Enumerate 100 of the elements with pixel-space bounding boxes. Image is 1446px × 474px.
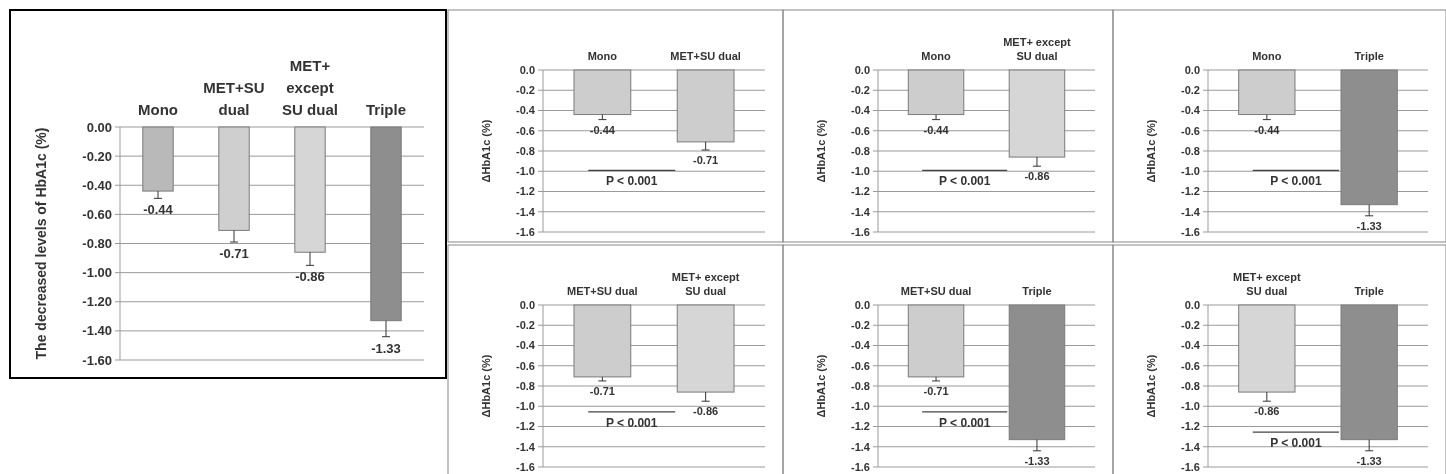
y-axis-title: ΔHbA1c (%) (1145, 354, 1157, 418)
data-label: -1.33 (1356, 219, 1382, 232)
y-tick-label: -1.2 (851, 185, 870, 198)
y-tick-label: -0.6 (1181, 359, 1200, 372)
y-tick-label: -1.4 (516, 440, 536, 453)
x-tick-label: Triple (365, 101, 407, 118)
y-tick-label: -1.0 (1181, 165, 1200, 178)
y-tick-label: 0.0 (519, 63, 535, 76)
y-axis-title: ΔHbA1c (%) (480, 119, 492, 183)
y-tick-label: -0.40 (82, 177, 112, 193)
y-tick-label: -1.0 (851, 400, 870, 413)
y-tick-label: -1.60 (82, 352, 112, 368)
y-tick-label: 0.00 (86, 119, 112, 135)
x-tick-label: MET+SU dual (567, 285, 638, 297)
y-tick-label: -0.8 (1181, 379, 1200, 392)
x-tick-label: Triple (1354, 50, 1384, 62)
y-tick-label: -0.2 (516, 84, 535, 97)
y-tick-label: 0.0 (1184, 63, 1200, 76)
y-tick-label: -0.8 (516, 144, 535, 157)
data-label: -0.71 (589, 384, 615, 397)
data-label: -0.71 (923, 384, 949, 397)
y-tick-label: -0.4 (851, 104, 871, 117)
annotation: P < 0.001 (938, 415, 991, 430)
data-label: -0.44 (143, 202, 174, 218)
data-label: -0.86 (693, 405, 719, 418)
x-tick-label: MET+ except SU dual (1233, 271, 1301, 297)
x-tick-label: MET+SU dual (900, 285, 972, 297)
y-tick-label: -0.2 (516, 319, 535, 332)
data-label: -0.44 (589, 123, 616, 136)
x-tick-label: Mono (587, 50, 618, 62)
y-tick-label: -1.6 (1181, 225, 1200, 238)
y-tick-label: -0.6 (1181, 124, 1200, 137)
y-tick-label: -0.60 (82, 206, 112, 222)
annotation: P < 0.001 (605, 415, 658, 430)
y-tick-label: -0.4 (516, 104, 536, 117)
y-tick-label: -1.4 (851, 205, 871, 218)
y-tick-label: -1.6 (516, 225, 535, 238)
y-tick-label: -0.4 (516, 339, 536, 352)
x-tick-label: MET+SU dual (203, 79, 265, 118)
data-label: -0.44 (1254, 123, 1281, 136)
y-tick-label: -1.4 (516, 205, 536, 218)
y-tick-label: -1.2 (851, 420, 870, 433)
x-tick-label: MET+ except SU dual (282, 57, 338, 118)
y-tick-label: -1.20 (82, 294, 112, 310)
x-tick-label: Triple (1022, 285, 1052, 297)
data-label: -0.71 (219, 246, 249, 262)
y-tick-label: -0.80 (82, 236, 112, 252)
data-label: -0.86 (1024, 170, 1050, 183)
y-tick-label: -1.2 (1181, 185, 1200, 198)
y-tick-label: -0.2 (1181, 84, 1200, 97)
annotation: P < 0.001 (1270, 174, 1322, 189)
y-tick-label: -0.2 (1181, 319, 1200, 332)
y-tick-label: -0.6 (516, 359, 535, 372)
y-axis-title: ΔHbA1c (%) (480, 354, 492, 418)
x-tick-label: Mono (1252, 50, 1282, 62)
data-label: -1.33 (1024, 454, 1050, 467)
data-label: -0.86 (295, 269, 325, 285)
y-tick-label: -0.4 (1181, 339, 1201, 352)
y-tick-label: -1.6 (516, 460, 535, 473)
data-label: -0.44 (923, 123, 950, 136)
y-tick-label: -1.6 (851, 460, 870, 473)
y-axis-title: The decreased levels of HbA1c (%) (33, 127, 49, 360)
x-tick-label: Triple (1354, 285, 1384, 297)
y-tick-label: -1.2 (516, 185, 535, 198)
y-tick-label: 0.0 (854, 63, 870, 76)
y-axis-title: ΔHbA1c (%) (815, 354, 827, 418)
data-label: -0.71 (693, 153, 719, 166)
y-tick-label: -1.40 (82, 323, 112, 339)
y-tick-label: -1.6 (1181, 460, 1200, 473)
y-tick-label: -1.0 (851, 165, 870, 178)
y-tick-label: -0.6 (851, 124, 870, 137)
y-tick-label: -0.8 (851, 379, 870, 392)
y-tick-label: 0.0 (519, 298, 535, 311)
data-label: -0.86 (1254, 405, 1280, 418)
y-tick-label: -1.4 (1181, 205, 1201, 218)
x-tick-label: Mono (138, 101, 178, 118)
y-tick-label: 0.0 (1184, 298, 1200, 311)
y-tick-label: -0.6 (851, 359, 870, 372)
x-tick-label: MET+SU dual (670, 50, 741, 62)
data-label: -1.33 (371, 340, 401, 356)
data-label: -1.33 (1356, 454, 1382, 467)
annotation: P < 0.001 (938, 174, 991, 189)
y-tick-label: -0.8 (851, 144, 870, 157)
y-tick-label: -1.2 (516, 420, 535, 433)
annotation: P < 0.001 (1270, 436, 1322, 451)
y-tick-label: -0.4 (851, 339, 871, 352)
y-tick-label: 0.0 (854, 298, 870, 311)
x-tick-label: MET+ except SU dual (671, 271, 740, 297)
y-tick-label: -1.4 (851, 440, 871, 453)
y-tick-label: -1.0 (516, 165, 535, 178)
y-axis-title: ΔHbA1c (%) (1145, 119, 1157, 183)
y-tick-label: -0.2 (851, 319, 870, 332)
y-tick-label: -0.6 (516, 124, 535, 137)
y-tick-label: -1.00 (82, 265, 112, 281)
annotation: P < 0.001 (605, 174, 658, 189)
y-tick-label: -0.20 (82, 148, 112, 164)
y-tick-label: -0.4 (1181, 104, 1201, 117)
y-tick-label: -0.8 (516, 379, 535, 392)
y-tick-label: -1.0 (1181, 400, 1200, 413)
y-tick-label: -0.8 (1181, 144, 1200, 157)
